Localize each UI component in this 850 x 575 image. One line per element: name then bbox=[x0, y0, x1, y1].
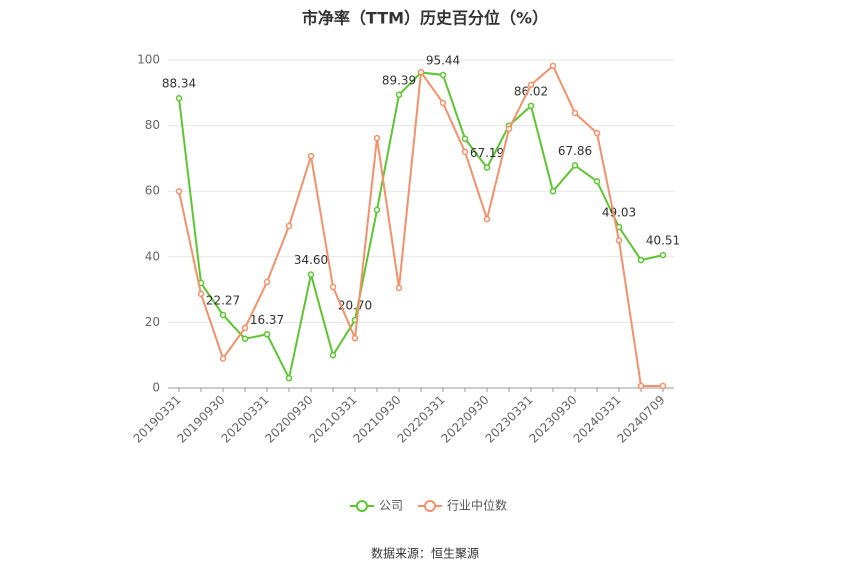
point bbox=[527, 102, 535, 110]
point bbox=[395, 91, 403, 99]
point bbox=[571, 109, 579, 117]
point bbox=[439, 71, 447, 79]
y-tick-label: 20 bbox=[145, 315, 160, 329]
point bbox=[483, 215, 491, 223]
data-label: 22.27 bbox=[206, 293, 240, 307]
point bbox=[175, 187, 183, 195]
point bbox=[329, 283, 337, 291]
point bbox=[241, 324, 249, 332]
point bbox=[505, 125, 513, 133]
point bbox=[659, 382, 667, 390]
point bbox=[373, 134, 381, 142]
point bbox=[175, 94, 183, 102]
point bbox=[527, 81, 535, 89]
point bbox=[659, 251, 667, 259]
legend-label: 行业中位数 bbox=[447, 498, 507, 513]
data-label: 20.70 bbox=[338, 299, 372, 313]
y-tick-label: 80 bbox=[145, 118, 160, 132]
point bbox=[395, 284, 403, 292]
point bbox=[351, 334, 359, 342]
point bbox=[219, 311, 227, 319]
series-line bbox=[178, 71, 664, 382]
point bbox=[571, 162, 579, 169]
legend-marker bbox=[356, 500, 368, 512]
data-label: 89.39 bbox=[382, 73, 416, 87]
point bbox=[637, 256, 645, 264]
y-tick-label: 60 bbox=[145, 184, 160, 198]
legend-marker bbox=[424, 500, 436, 512]
point bbox=[483, 164, 491, 171]
point bbox=[593, 178, 601, 185]
data-label: 67.19 bbox=[470, 146, 504, 160]
legend-label: 公司 bbox=[379, 499, 403, 513]
point bbox=[197, 290, 205, 298]
point bbox=[263, 278, 271, 286]
data-label: 16.37 bbox=[250, 313, 284, 327]
source: 数据来源：恒生聚源 bbox=[371, 546, 479, 561]
point bbox=[307, 152, 315, 160]
point bbox=[637, 382, 645, 390]
point bbox=[329, 351, 337, 359]
point bbox=[593, 129, 601, 137]
point bbox=[549, 62, 557, 70]
point bbox=[549, 187, 557, 195]
point bbox=[285, 374, 293, 382]
chart-title: 市净率（TTM）历史百分位（%） bbox=[302, 9, 548, 28]
data-label: 34.60 bbox=[294, 253, 328, 267]
y-tick-label: 0 bbox=[152, 381, 160, 395]
y-tick-label: 40 bbox=[145, 249, 160, 263]
point bbox=[439, 99, 447, 107]
point bbox=[373, 206, 381, 214]
data-label: 95.44 bbox=[426, 53, 460, 67]
data-label: 67.86 bbox=[558, 144, 592, 158]
data-label: 49.03 bbox=[602, 206, 636, 220]
data-label: 40.51 bbox=[646, 234, 680, 248]
point bbox=[417, 68, 425, 76]
data-label: 88.34 bbox=[162, 77, 196, 91]
point bbox=[307, 271, 315, 278]
point bbox=[615, 237, 623, 244]
point bbox=[461, 135, 469, 142]
point bbox=[241, 335, 249, 343]
data-label: 86.02 bbox=[514, 84, 548, 98]
point bbox=[263, 331, 271, 338]
x-tick-label: 20240709 bbox=[615, 393, 668, 446]
y-tick-label: 100 bbox=[137, 53, 160, 67]
point bbox=[219, 355, 227, 362]
point bbox=[461, 148, 469, 156]
point bbox=[285, 222, 293, 230]
